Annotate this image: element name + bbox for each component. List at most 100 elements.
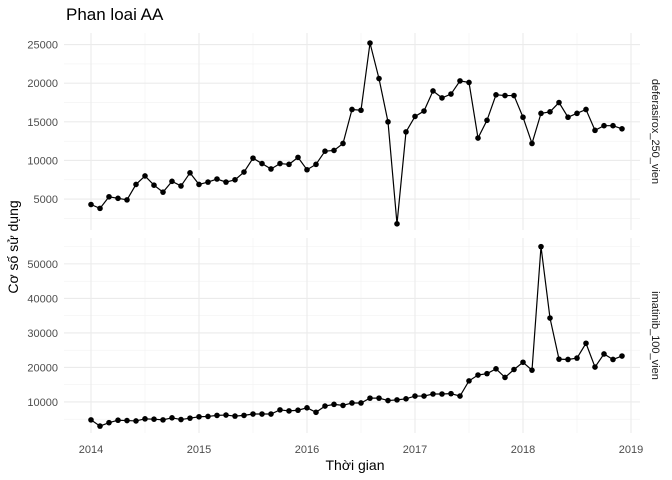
data-point bbox=[151, 182, 157, 188]
data-point bbox=[448, 390, 454, 397]
data-point bbox=[277, 407, 283, 413]
data-point bbox=[196, 181, 202, 188]
data-point bbox=[619, 353, 625, 359]
facet-strip-label: deferasirox_250_vien bbox=[649, 79, 661, 184]
data-point bbox=[286, 161, 292, 168]
data-point bbox=[169, 415, 175, 421]
data-point bbox=[160, 417, 166, 423]
data-point bbox=[196, 413, 202, 420]
data-point bbox=[367, 395, 373, 401]
data-point bbox=[385, 397, 391, 404]
data-point bbox=[295, 407, 301, 414]
data-point bbox=[259, 411, 265, 417]
data-point bbox=[448, 91, 454, 97]
x-axis: 2014 2015 2016 2017 2018 2019 bbox=[79, 444, 643, 456]
data-point bbox=[250, 411, 256, 417]
data-point bbox=[88, 417, 94, 423]
data-point bbox=[178, 416, 184, 423]
data-point bbox=[421, 393, 427, 399]
data-point bbox=[439, 391, 445, 397]
data-point bbox=[241, 169, 247, 175]
data-point bbox=[205, 413, 211, 420]
data-point bbox=[277, 160, 283, 167]
data-point bbox=[592, 364, 598, 370]
y-tick-label: 25000 bbox=[27, 40, 58, 52]
data-point bbox=[394, 221, 400, 227]
series-line bbox=[90, 42, 623, 224]
data-point bbox=[529, 140, 535, 147]
data-point bbox=[520, 114, 526, 121]
data-point bbox=[232, 176, 238, 183]
data-point bbox=[358, 400, 364, 406]
series-line bbox=[90, 246, 623, 427]
data-point bbox=[313, 409, 319, 416]
data-point bbox=[430, 88, 436, 94]
data-point bbox=[115, 417, 121, 424]
data-point bbox=[214, 412, 220, 419]
data-point bbox=[124, 417, 130, 424]
data-point bbox=[574, 355, 580, 361]
data-point bbox=[268, 411, 274, 417]
data-point bbox=[565, 114, 571, 121]
data-point bbox=[457, 78, 463, 84]
data-point bbox=[169, 178, 175, 185]
x-tick-label: 2014 bbox=[79, 444, 103, 456]
data-point bbox=[592, 127, 598, 134]
data-point bbox=[466, 79, 472, 86]
data-point bbox=[88, 201, 94, 208]
data-point bbox=[556, 356, 562, 362]
data-point bbox=[232, 413, 238, 419]
data-point bbox=[187, 415, 193, 421]
data-point bbox=[457, 393, 463, 399]
data-point bbox=[142, 173, 148, 179]
data-point bbox=[601, 122, 607, 129]
data-point bbox=[349, 106, 355, 113]
data-point bbox=[358, 107, 364, 114]
data-point bbox=[133, 181, 139, 188]
y-tick-label: 20000 bbox=[27, 78, 58, 90]
y-tick-label: 50000 bbox=[27, 259, 58, 271]
data-point bbox=[547, 109, 553, 115]
data-point bbox=[304, 166, 310, 173]
data-point bbox=[214, 176, 220, 182]
data-point bbox=[313, 161, 319, 168]
y-tick-label: 40000 bbox=[27, 293, 58, 305]
data-point bbox=[502, 92, 508, 99]
data-point bbox=[574, 110, 580, 117]
x-axis-title: Thời gian bbox=[326, 457, 385, 473]
y-axis-title: Cơ số sử dụng bbox=[5, 200, 21, 293]
data-point bbox=[376, 75, 382, 82]
data-point bbox=[295, 154, 301, 161]
data-point bbox=[583, 106, 589, 113]
data-point bbox=[466, 378, 472, 384]
facet-strip-label: imatinib_100_vien bbox=[649, 291, 661, 380]
data-point bbox=[106, 419, 112, 426]
data-point bbox=[205, 179, 211, 185]
data-point bbox=[583, 340, 589, 347]
data-point bbox=[304, 405, 310, 411]
data-point bbox=[178, 183, 184, 189]
data-point bbox=[259, 160, 265, 167]
data-point bbox=[547, 315, 553, 321]
y-tick-label: 5000 bbox=[34, 194, 58, 206]
x-tick-label: 2017 bbox=[403, 444, 427, 456]
data-point bbox=[322, 403, 328, 409]
data-point bbox=[439, 95, 445, 101]
data-point bbox=[475, 372, 481, 378]
data-point bbox=[160, 189, 166, 195]
facet-panels: 5000 10000 15000 20000 25000 deferasirox_250_… bbox=[27, 33, 661, 433]
data-point bbox=[385, 119, 391, 125]
data-point bbox=[412, 393, 418, 399]
data-point bbox=[493, 366, 499, 372]
data-point bbox=[223, 179, 229, 185]
data-point bbox=[151, 416, 157, 422]
x-tick-label: 2016 bbox=[295, 444, 319, 456]
data-point bbox=[241, 412, 247, 419]
y-tick-label: 30000 bbox=[27, 328, 58, 340]
x-tick-label: 2018 bbox=[511, 444, 535, 456]
data-point bbox=[565, 356, 571, 363]
data-point bbox=[484, 370, 490, 377]
data-point bbox=[115, 195, 121, 202]
panel-imatinib_100_vien: 10000 20000 30000 40000 50000 imatinib_100_vi… bbox=[27, 238, 661, 433]
